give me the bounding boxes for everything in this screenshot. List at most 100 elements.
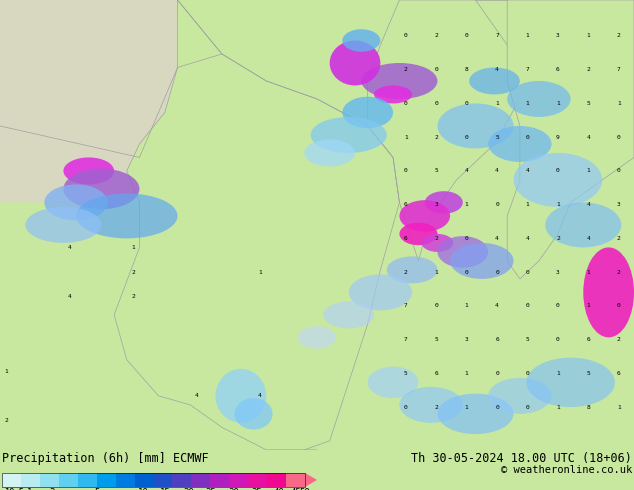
Ellipse shape bbox=[545, 202, 621, 247]
Text: 7: 7 bbox=[404, 303, 408, 308]
Text: 5: 5 bbox=[434, 337, 438, 342]
Text: 7: 7 bbox=[526, 67, 529, 72]
Ellipse shape bbox=[342, 29, 380, 52]
Ellipse shape bbox=[368, 367, 418, 398]
Text: 2: 2 bbox=[617, 236, 621, 241]
Polygon shape bbox=[114, 0, 399, 450]
Text: 4: 4 bbox=[258, 393, 262, 398]
Text: 3: 3 bbox=[556, 33, 560, 39]
Bar bbox=[134, 473, 153, 487]
Text: 2: 2 bbox=[4, 418, 8, 423]
Text: 1: 1 bbox=[586, 303, 590, 308]
Text: 4: 4 bbox=[526, 169, 529, 173]
Text: 0: 0 bbox=[556, 337, 560, 342]
Ellipse shape bbox=[437, 103, 514, 148]
Polygon shape bbox=[298, 450, 330, 481]
Text: 1: 1 bbox=[465, 371, 469, 376]
Text: 2: 2 bbox=[404, 67, 408, 72]
Text: 35: 35 bbox=[251, 488, 262, 490]
Text: Th 30-05-2024 18.00 UTC (18+06): Th 30-05-2024 18.00 UTC (18+06) bbox=[411, 452, 632, 465]
Text: 0: 0 bbox=[617, 135, 621, 140]
Text: 6: 6 bbox=[617, 371, 621, 376]
Text: 2: 2 bbox=[404, 270, 408, 274]
Ellipse shape bbox=[469, 68, 520, 95]
Text: 3: 3 bbox=[617, 202, 621, 207]
Bar bbox=[191, 473, 210, 487]
Text: 0: 0 bbox=[434, 101, 438, 106]
Text: 7: 7 bbox=[495, 33, 499, 39]
Text: 10: 10 bbox=[138, 488, 148, 490]
Bar bbox=[172, 473, 191, 487]
Bar bbox=[2, 473, 305, 487]
Text: © weatheronline.co.uk: © weatheronline.co.uk bbox=[501, 465, 632, 475]
Text: 1: 1 bbox=[404, 135, 408, 140]
Text: 5: 5 bbox=[586, 371, 590, 376]
Text: 0: 0 bbox=[556, 169, 560, 173]
Text: 6: 6 bbox=[404, 202, 408, 207]
Text: 0: 0 bbox=[495, 270, 499, 274]
Bar bbox=[21, 473, 40, 487]
Text: 4: 4 bbox=[465, 169, 469, 173]
Text: 1: 1 bbox=[258, 270, 262, 274]
Text: 0: 0 bbox=[434, 67, 438, 72]
Text: 0: 0 bbox=[526, 270, 529, 274]
Text: 1: 1 bbox=[526, 101, 529, 106]
Ellipse shape bbox=[216, 369, 266, 423]
Ellipse shape bbox=[450, 243, 514, 279]
Text: 2: 2 bbox=[49, 488, 55, 490]
Text: 0: 0 bbox=[617, 169, 621, 173]
Ellipse shape bbox=[298, 326, 336, 348]
Text: 4: 4 bbox=[526, 236, 529, 241]
Text: 50: 50 bbox=[300, 488, 311, 490]
Text: 2: 2 bbox=[617, 337, 621, 342]
Text: 4: 4 bbox=[586, 135, 590, 140]
Text: 3: 3 bbox=[434, 202, 438, 207]
Text: 4: 4 bbox=[586, 202, 590, 207]
Text: 0: 0 bbox=[465, 33, 469, 39]
Text: 4: 4 bbox=[495, 169, 499, 173]
Bar bbox=[210, 473, 230, 487]
Text: 1: 1 bbox=[131, 245, 135, 250]
Ellipse shape bbox=[399, 387, 463, 423]
Text: 0.5: 0.5 bbox=[8, 488, 25, 490]
Text: 1: 1 bbox=[434, 270, 438, 274]
Text: 2: 2 bbox=[617, 270, 621, 274]
Text: 0.1: 0.1 bbox=[0, 488, 10, 490]
Text: 40: 40 bbox=[274, 488, 285, 490]
Ellipse shape bbox=[422, 234, 453, 252]
Bar bbox=[153, 473, 172, 487]
Text: 0: 0 bbox=[526, 371, 529, 376]
Text: 1: 1 bbox=[617, 405, 621, 410]
Ellipse shape bbox=[349, 274, 412, 310]
Ellipse shape bbox=[507, 81, 571, 117]
Text: 1: 1 bbox=[556, 405, 560, 410]
Text: 1: 1 bbox=[465, 303, 469, 308]
Bar bbox=[248, 473, 267, 487]
Text: 0: 0 bbox=[617, 303, 621, 308]
Text: 0: 0 bbox=[556, 303, 560, 308]
Text: 6: 6 bbox=[434, 371, 438, 376]
Text: 30: 30 bbox=[228, 488, 239, 490]
Text: 4: 4 bbox=[68, 245, 72, 250]
Text: 6: 6 bbox=[556, 67, 560, 72]
Text: Precipitation (6h) [mm] ECMWF: Precipitation (6h) [mm] ECMWF bbox=[2, 452, 209, 465]
Text: 0: 0 bbox=[495, 371, 499, 376]
Text: 0: 0 bbox=[465, 236, 469, 241]
Text: 6: 6 bbox=[586, 337, 590, 342]
Text: 1: 1 bbox=[617, 101, 621, 106]
Text: 1: 1 bbox=[556, 202, 560, 207]
Bar bbox=[230, 473, 248, 487]
Ellipse shape bbox=[488, 126, 552, 162]
Ellipse shape bbox=[330, 41, 380, 85]
Ellipse shape bbox=[311, 117, 387, 153]
Ellipse shape bbox=[425, 191, 463, 214]
Bar bbox=[286, 473, 305, 487]
Bar bbox=[2, 473, 21, 487]
Polygon shape bbox=[476, 0, 634, 279]
Bar bbox=[267, 473, 286, 487]
Text: 1: 1 bbox=[586, 169, 590, 173]
Text: 0: 0 bbox=[465, 135, 469, 140]
Ellipse shape bbox=[235, 398, 273, 430]
Ellipse shape bbox=[374, 85, 412, 103]
Text: 2: 2 bbox=[434, 405, 438, 410]
